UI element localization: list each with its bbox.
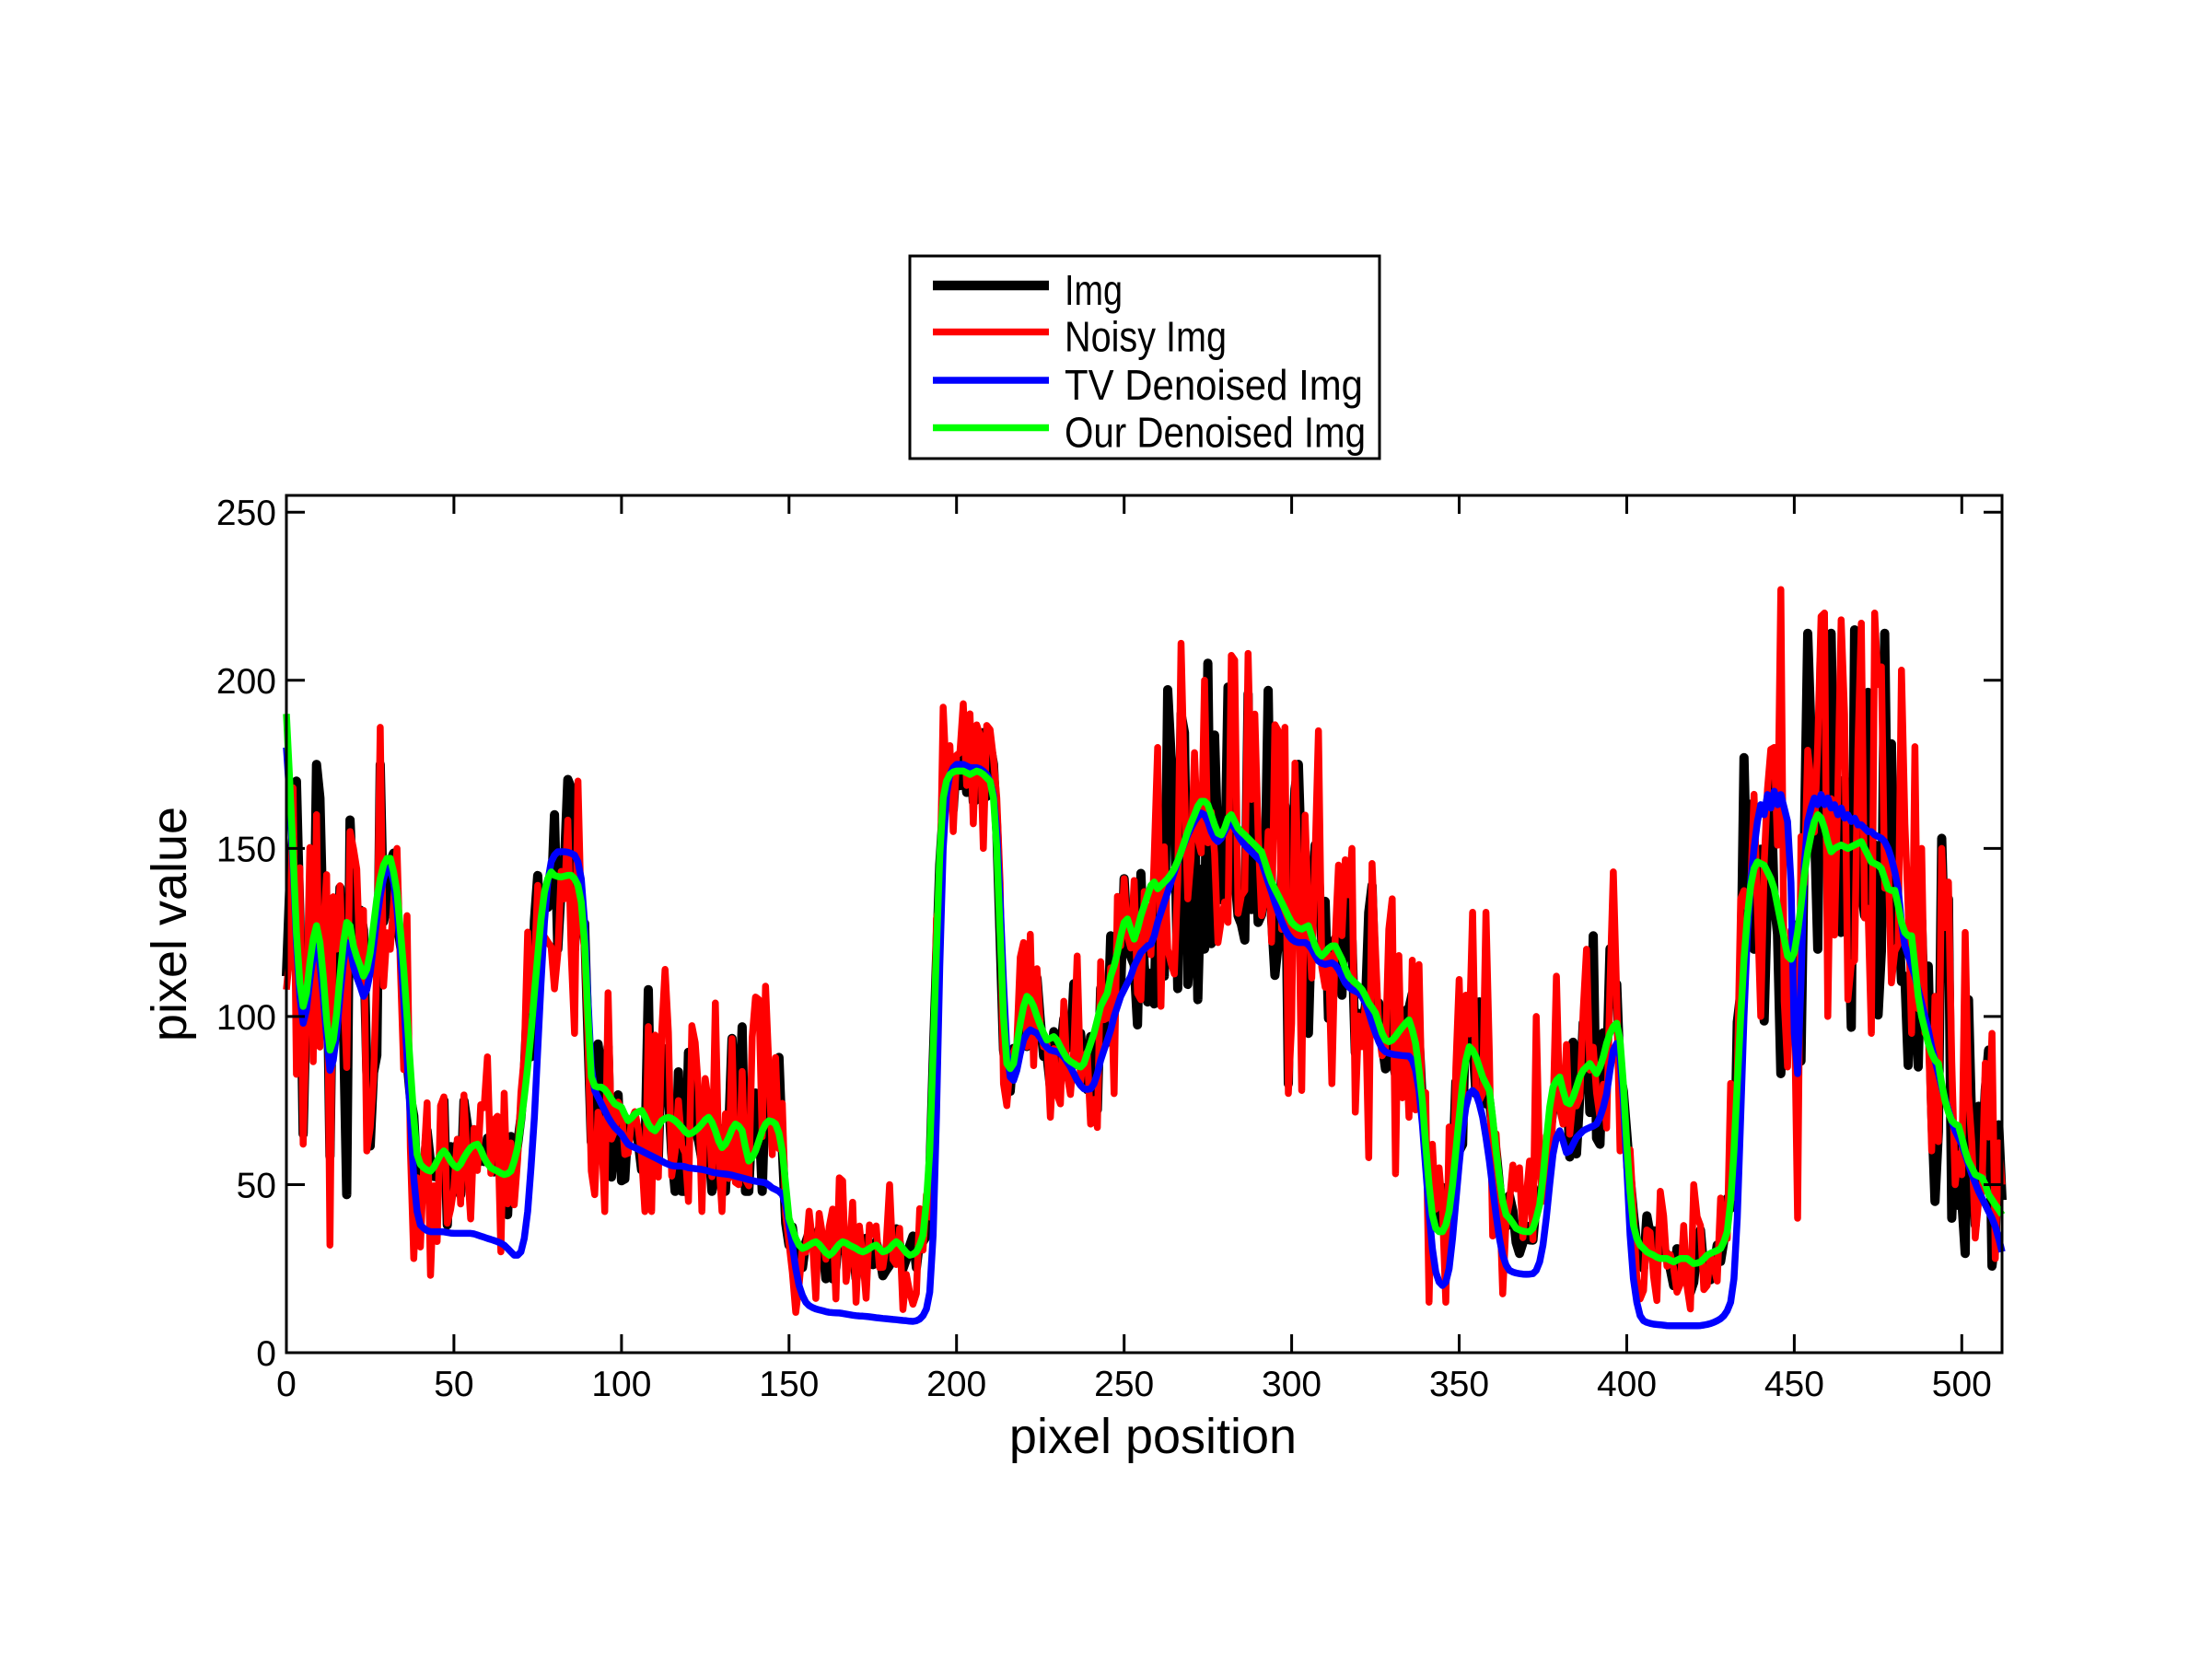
svg-text:150: 150 — [216, 830, 276, 869]
svg-text:pixel value: pixel value — [142, 807, 197, 1041]
svg-text:pixel position: pixel position — [1009, 1409, 1297, 1464]
svg-text:250: 250 — [216, 494, 276, 533]
svg-text:500: 500 — [1932, 1365, 1992, 1404]
svg-text:200: 200 — [216, 662, 276, 702]
svg-text:50: 50 — [237, 1167, 276, 1206]
svg-text:250: 250 — [1094, 1365, 1154, 1404]
svg-text:Noisy Img: Noisy Img — [1065, 313, 1227, 361]
svg-text:300: 300 — [1262, 1365, 1321, 1404]
svg-text:450: 450 — [1764, 1365, 1824, 1404]
svg-text:0: 0 — [256, 1334, 276, 1374]
svg-text:0: 0 — [276, 1365, 297, 1404]
svg-text:100: 100 — [216, 998, 276, 1038]
svg-text:400: 400 — [1597, 1365, 1657, 1404]
svg-text:TV Denoised Img: TV Denoised Img — [1065, 361, 1363, 409]
svg-text:150: 150 — [759, 1365, 819, 1404]
svg-text:50: 50 — [434, 1365, 473, 1404]
svg-text:200: 200 — [926, 1365, 986, 1404]
svg-text:350: 350 — [1429, 1365, 1489, 1404]
svg-text:100: 100 — [591, 1365, 651, 1404]
svg-text:Img: Img — [1065, 266, 1123, 314]
svg-text:Our Denoised Img: Our Denoised Img — [1065, 409, 1366, 457]
